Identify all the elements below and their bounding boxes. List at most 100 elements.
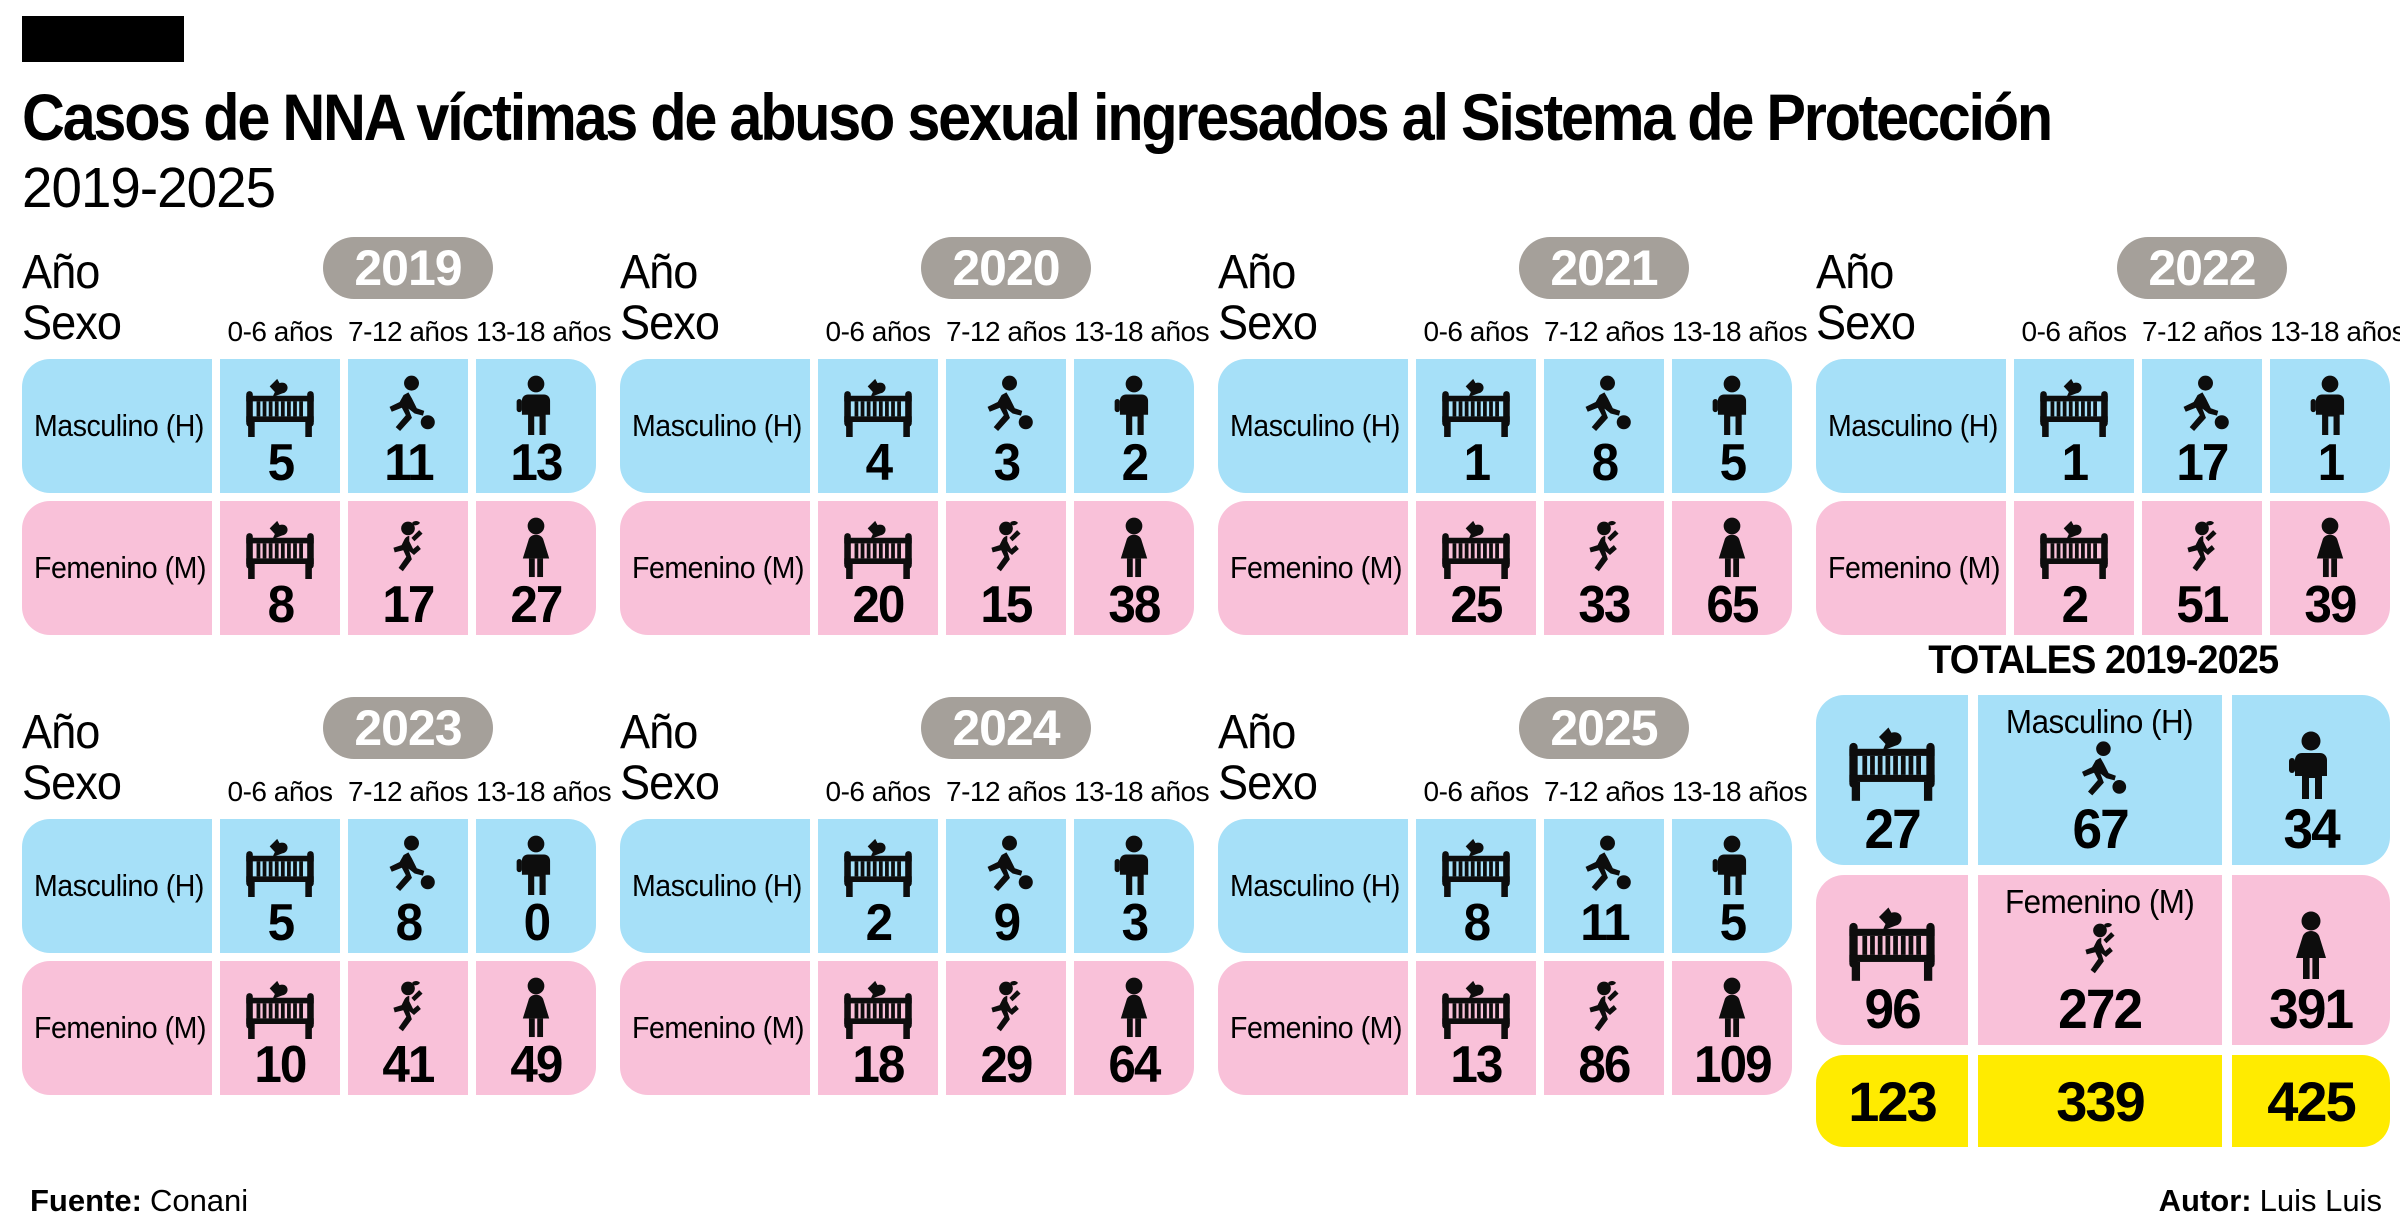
age-group-label-7-12: 7-12 años — [1544, 776, 1665, 807]
female-7-12-value: 86 — [1578, 1036, 1631, 1094]
age-group-label-13-18: 13-18 años — [1672, 316, 1808, 347]
male-7-12-cell: 8 — [348, 819, 468, 953]
girl-running-icon — [2177, 519, 2227, 579]
crib-icon — [2038, 377, 2110, 437]
female-7-12-cell: 51 — [2142, 501, 2262, 635]
axis-sex-label: Sexo — [1816, 296, 1916, 350]
female-13-18-value: 38 — [1108, 576, 1161, 634]
boy-playing-ball-icon — [1575, 835, 1633, 897]
year-pill: 2023 — [323, 697, 493, 759]
year-pill: 2020 — [921, 237, 1091, 299]
male-7-12-value: 8 — [1591, 434, 1618, 492]
totals-male-0-6-value: 27 — [1864, 797, 1921, 860]
teen-girl-icon — [2286, 911, 2336, 981]
teen-boy-icon — [1112, 835, 1156, 897]
teen-boy-icon — [2308, 375, 2352, 437]
age-group-label-0-6: 0-6 años — [1423, 776, 1529, 807]
totals-female-0-6-cell: 96 — [1816, 875, 1968, 1045]
totals-block: TOTALES 2019-2025 27 Masculino (H) 67 34 … — [1816, 635, 2390, 1147]
female-7-12-cell: 33 — [1544, 501, 1664, 635]
male-13-18-value: 2 — [1121, 434, 1148, 492]
female-0-6-cell: 18 — [818, 961, 938, 1095]
age-group-label-13-18: 13-18 años — [476, 776, 612, 807]
male-row-label: Masculino (H) — [620, 359, 810, 493]
age-group-label-0-6: 0-6 años — [2021, 316, 2127, 347]
crib-icon — [842, 979, 914, 1039]
male-13-18-value: 3 — [1121, 894, 1148, 952]
male-0-6-value: 5 — [267, 894, 294, 952]
totals-male-7-12-cell: Masculino (H) 67 — [1978, 695, 2222, 865]
teen-girl-icon — [1710, 977, 1754, 1039]
female-0-6-cell: 10 — [220, 961, 340, 1095]
year-pill-wrap: 2022 — [2014, 237, 2390, 303]
age-group-label-7-12: 7-12 años — [1544, 316, 1665, 347]
teen-boy-icon — [1710, 835, 1754, 897]
female-0-6-cell: 2 — [2014, 501, 2134, 635]
page-subtitle: 2019-2025 — [22, 156, 276, 220]
axis-labels: Año Sexo — [1218, 247, 1408, 351]
teen-girl-icon — [514, 977, 558, 1039]
axis-labels: Año Sexo — [620, 247, 810, 351]
female-7-12-cell: 41 — [348, 961, 468, 1095]
crib-icon — [1440, 837, 1512, 897]
male-0-6-value: 5 — [267, 434, 294, 492]
totals-male-0-6-cell: 27 — [1816, 695, 1968, 865]
girl-running-icon — [981, 519, 1031, 579]
boy-playing-ball-icon — [379, 375, 437, 437]
female-7-12-cell: 15 — [946, 501, 1066, 635]
male-13-18-cell: 13 — [476, 359, 596, 493]
female-7-12-value: 17 — [382, 576, 435, 634]
girl-running-icon — [981, 979, 1031, 1039]
footer: Fuente: Conani Autor: Luis Luis — [22, 1183, 2390, 1219]
girl-running-icon — [1579, 979, 1629, 1039]
totals-male-13-18-cell: 34 — [2232, 695, 2390, 865]
totals-female-13-18-value: 391 — [2269, 977, 2354, 1040]
source-value: Conani — [149, 1183, 249, 1218]
male-13-18-cell: 3 — [1074, 819, 1194, 953]
crib-icon — [244, 519, 316, 579]
age-group-label-0-6: 0-6 años — [227, 316, 333, 347]
age-group-label-13-18: 13-18 años — [476, 316, 612, 347]
male-13-18-value: 13 — [510, 434, 563, 492]
male-0-6-cell: 1 — [2014, 359, 2134, 493]
female-13-18-cell: 49 — [476, 961, 596, 1095]
totals-male-7-12-value: 67 — [2072, 797, 2129, 860]
male-row-label: Masculino (H) — [22, 819, 212, 953]
girl-running-icon — [383, 979, 433, 1039]
male-0-6-cell: 5 — [220, 819, 340, 953]
axis-year-label: Año — [1218, 706, 1296, 760]
teen-girl-icon — [1112, 517, 1156, 579]
masthead-bar — [22, 16, 184, 62]
year-block-2022: Año Sexo 2022 0-6 años 7-12 años 13-18 añ… — [1816, 237, 2400, 635]
female-0-6-value: 8 — [267, 576, 294, 634]
male-13-18-cell: 1 — [2270, 359, 2390, 493]
author-label: Autor: — [2158, 1183, 2252, 1218]
axis-labels: Año Sexo — [22, 707, 212, 811]
male-0-6-cell: 5 — [220, 359, 340, 493]
age-group-label-13-18: 13-18 años — [1074, 316, 1210, 347]
teen-girl-icon — [514, 517, 558, 579]
teen-boy-icon — [2286, 731, 2336, 801]
year-block-2019: Año Sexo 2019 0-6 años 7-12 años 13-18 añ… — [22, 237, 612, 635]
male-7-12-value: 3 — [993, 434, 1020, 492]
year-block-2023: Año Sexo 2023 0-6 años 7-12 años 13-18 añ… — [22, 697, 612, 1147]
year-pill: 2024 — [921, 697, 1091, 759]
axis-labels: Año Sexo — [1218, 706, 1408, 811]
female-0-6-value: 25 — [1450, 576, 1503, 634]
female-7-12-value: 41 — [382, 1036, 435, 1094]
year-pill-wrap: 2024 — [818, 697, 1194, 763]
axis-year-label: Año — [620, 706, 698, 760]
boy-playing-ball-icon — [977, 375, 1035, 437]
girl-running-icon — [383, 519, 433, 579]
female-13-18-cell: 27 — [476, 501, 596, 635]
source-credit: Fuente: Conani — [30, 1183, 248, 1219]
male-7-12-cell: 3 — [946, 359, 1066, 493]
male-7-12-cell: 17 — [2142, 359, 2262, 493]
male-row-label: Masculino (H) — [1218, 359, 1408, 493]
female-13-18-value: 109 — [1693, 1036, 1773, 1094]
female-13-18-cell: 65 — [1672, 501, 1792, 635]
female-13-18-value: 49 — [510, 1036, 563, 1094]
male-7-12-cell: 8 — [1544, 359, 1664, 493]
crib-icon — [1440, 519, 1512, 579]
